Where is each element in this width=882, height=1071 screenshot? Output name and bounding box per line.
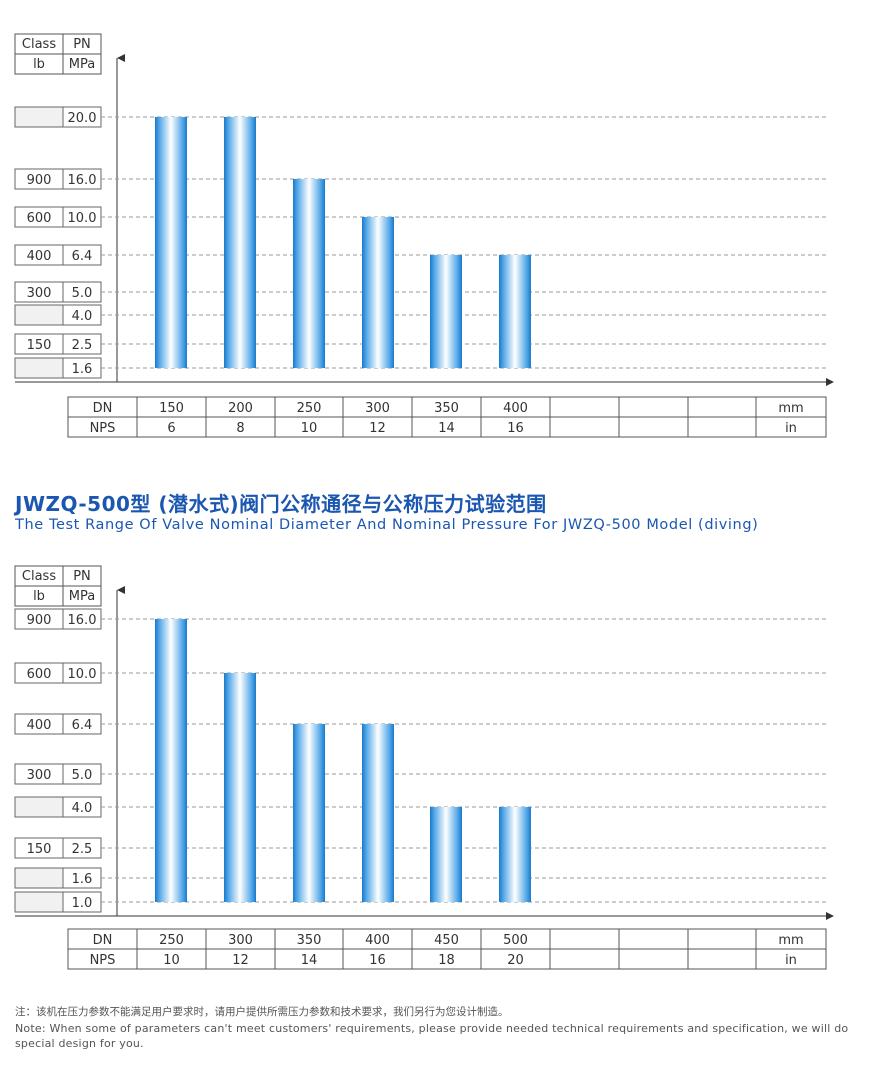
header-mpa-label: MPa	[69, 57, 95, 72]
level-pn-label: 20.0	[68, 111, 97, 126]
chart-dn250-500: Class lb PN MPa 900 16.0 600 10.0 400 6.4 300 5.0 4.…	[14, 565, 834, 970]
dn-tick-label: 150	[159, 401, 184, 416]
level-pn-label: 16.0	[68, 173, 97, 188]
level-class-label: 300	[27, 286, 52, 301]
bar-dn-350	[430, 255, 462, 368]
level-class-label: 400	[27, 249, 52, 264]
level-class-cell	[14, 106, 64, 128]
bar-dn-400	[362, 724, 394, 902]
note-english: Note: When some of parameters can't meet…	[15, 1022, 849, 1050]
nps-unit-label: in	[785, 421, 797, 436]
header-pn-label: PN	[73, 569, 91, 584]
level-class-cell	[14, 796, 64, 818]
level-pn-label: 2.5	[72, 842, 93, 857]
nps-row-label: NPS	[90, 953, 116, 968]
level-class-label: 150	[27, 338, 52, 353]
nps-tick-label: 16	[369, 953, 386, 968]
nps-tick-label: 12	[369, 421, 386, 436]
bar-dn-250	[293, 179, 325, 368]
bar-dn-450	[430, 807, 462, 902]
nps-tick-label: 16	[507, 421, 524, 436]
level-class-label: 900	[27, 173, 52, 188]
level-class-cell	[14, 891, 64, 913]
level-pn-label: 6.4	[72, 249, 93, 264]
level-class-label: 400	[27, 718, 52, 733]
dn-tick-label: 200	[228, 401, 253, 416]
chart2-title: JWZQ-500型 (潜水式)阀门公称通径与公称压力试验范围	[15, 492, 547, 516]
level-pn-label: 10.0	[68, 211, 97, 226]
level-pn-label: 2.5	[72, 338, 93, 353]
dn-tick-label: 300	[228, 933, 253, 948]
dn-unit-label: mm	[778, 933, 803, 948]
bar-dn-350	[293, 724, 325, 902]
level-pn-label: 1.6	[72, 362, 93, 377]
dn-tick-label: 400	[365, 933, 390, 948]
level-class-label: 300	[27, 768, 52, 783]
level-pn-label: 10.0	[68, 667, 97, 682]
nps-tick-label: 14	[301, 953, 318, 968]
level-class-cell	[14, 304, 64, 326]
nps-tick-label: 14	[438, 421, 455, 436]
dn-tick-label: 250	[159, 933, 184, 948]
nps-tick-label: 10	[301, 421, 318, 436]
chart-dn150-400: Class lb PN MPa 20.0 900 16.0 600 10.0 400 6.4 300 5…	[14, 33, 834, 438]
dn-tick-label: 400	[503, 401, 528, 416]
level-class-label: 150	[27, 842, 52, 857]
level-pn-label: 4.0	[72, 309, 93, 324]
header-pn-label: PN	[73, 37, 91, 52]
bar-dn-300	[362, 217, 394, 368]
nps-tick-label: 18	[438, 953, 455, 968]
dn-tick-label: 500	[503, 933, 528, 948]
bar-dn-500	[499, 807, 531, 902]
level-pn-label: 5.0	[72, 768, 93, 783]
level-pn-label: 1.6	[72, 872, 93, 887]
dn-row-label: DN	[93, 933, 113, 948]
bar-dn-250	[155, 619, 187, 902]
bar-dn-200	[224, 117, 256, 368]
dn-row-label: DN	[93, 401, 113, 416]
level-class-label: 600	[27, 211, 52, 226]
level-class-cell	[14, 867, 64, 889]
level-class-label: 900	[27, 613, 52, 628]
level-class-cell	[14, 357, 64, 379]
note-chinese: 注：该机在压力参数不能满足用户要求时，请用户提供所需压力参数和技术要求，我们另行…	[15, 1006, 509, 1018]
nps-tick-label: 8	[236, 421, 244, 436]
header-mpa-label: MPa	[69, 589, 95, 604]
level-pn-label: 1.0	[72, 896, 93, 911]
level-pn-label: 16.0	[68, 613, 97, 628]
nps-tick-label: 20	[507, 953, 524, 968]
bar-dn-300	[224, 673, 256, 902]
nps-tick-label: 12	[232, 953, 249, 968]
chart2-subtitle: The Test Range Of Valve Nominal Diameter…	[15, 517, 759, 533]
dn-tick-label: 450	[434, 933, 459, 948]
x-axis-arrow	[826, 912, 834, 920]
header-class-label: Class	[22, 569, 56, 584]
dn-tick-label: 350	[434, 401, 459, 416]
bar-dn-400	[499, 255, 531, 368]
nps-row-label: NPS	[90, 421, 116, 436]
header-lb-label: lb	[33, 57, 45, 72]
nps-tick-label: 10	[163, 953, 180, 968]
header-lb-label: lb	[33, 589, 45, 604]
dn-tick-label: 250	[297, 401, 322, 416]
level-class-label: 600	[27, 667, 52, 682]
dn-tick-label: 350	[297, 933, 322, 948]
dn-unit-label: mm	[778, 401, 803, 416]
x-axis-arrow	[826, 378, 834, 386]
nps-unit-label: in	[785, 953, 797, 968]
level-pn-label: 4.0	[72, 801, 93, 816]
nps-tick-label: 6	[167, 421, 175, 436]
bar-dn-150	[155, 117, 187, 368]
level-pn-label: 5.0	[72, 286, 93, 301]
level-pn-label: 6.4	[72, 718, 93, 733]
dn-tick-label: 300	[365, 401, 390, 416]
header-class-label: Class	[22, 37, 56, 52]
